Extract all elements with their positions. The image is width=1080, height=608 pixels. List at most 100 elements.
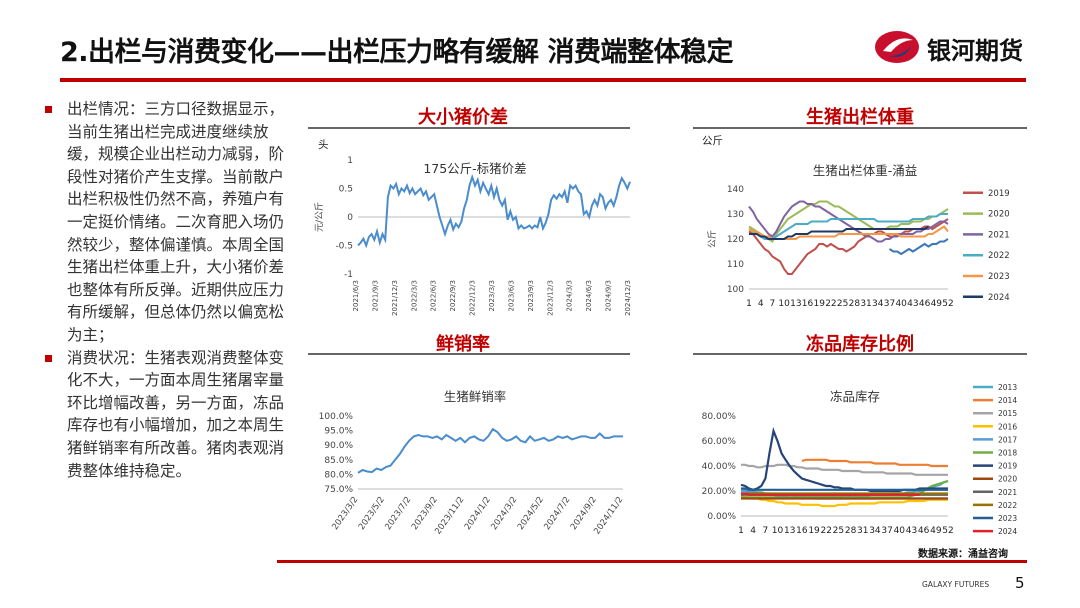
x-tick-label: 2021/9/3: [371, 280, 379, 311]
y-tick-label: 20.00%: [702, 487, 737, 497]
chart-subtitle: 生猪出栏体重-涌益: [812, 163, 918, 178]
bullet-consumption: 消费状况：生猪表观消费整体变化不大，一方面本周生猪屠宰量环比增幅改善，另一方面，…: [45, 347, 295, 483]
x-tick-label: 2022/12/3: [469, 280, 477, 316]
x-tick-label: 28: [849, 299, 861, 309]
series-line: [741, 487, 948, 491]
x-tick-label: 31: [860, 299, 871, 309]
price-gap-chart: 1 0.5 0 -0.5 -1 元/公斤 2021/6/3 2021/9/3 2021/12/3…: [314, 156, 632, 316]
y-tick-label: 0: [347, 213, 353, 223]
logo-text: 银河期货: [927, 37, 1023, 65]
bullet-square-icon: [45, 354, 52, 362]
x-tick-label: 19: [808, 526, 820, 536]
series-line: [749, 225, 930, 240]
x-tick-label: 40: [895, 299, 907, 309]
bullet-supply-text: 出栏情况：三方口径数据显示，当前生猪出栏完成进度继续放缓，规模企业出栏动力减弱，…: [67, 100, 285, 344]
panel-title-weight: 生猪出栏体重: [806, 107, 914, 128]
y-tick-label: 40.00%: [702, 462, 737, 472]
unit-label: 公斤: [702, 135, 723, 147]
panel-divider: [693, 353, 1027, 355]
x-tick-label: 2023/12/3: [546, 280, 554, 316]
y-axis-label: 公斤: [707, 230, 718, 248]
x-tick-label: 49: [931, 299, 943, 309]
series-line: [748, 200, 949, 243]
legend-label: 2019: [998, 462, 1017, 471]
y-tick-label: -1: [344, 270, 353, 280]
x-tick-label: 34: [869, 526, 881, 536]
x-tick-label: 13: [784, 526, 795, 536]
footer-brand: GALAXY FUTURES: [922, 580, 990, 589]
series-line: [748, 213, 948, 240]
legend-label: 2020: [998, 475, 1017, 484]
x-tick-label: 34: [872, 299, 884, 309]
y-tick-label: 100.0%: [319, 412, 354, 422]
legend-label: 2018: [988, 175, 1010, 178]
y-tick-label: 90.0%: [324, 441, 353, 451]
x-tick-label: 22: [825, 299, 836, 309]
data-source: 数据来源：涌益咨询: [918, 549, 1008, 560]
title-underline: [60, 78, 1026, 82]
bullet-square-icon: [45, 106, 52, 113]
galaxy-logo: [875, 31, 919, 63]
series-line: [888, 238, 949, 256]
series-line: [357, 427, 623, 474]
x-tick-label: 43: [906, 526, 917, 536]
legend-label: 2018: [998, 449, 1017, 458]
legend-label: 2016: [998, 422, 1017, 431]
panel-divider: [693, 127, 1027, 129]
y-tick-label: 75.0%: [324, 485, 353, 495]
logo-mark-icon: [875, 31, 919, 63]
weight-chart: 140 130 120 110 100 公斤 1 4 7 10 13 16 19 22 25 28 31 34 37…: [707, 175, 1010, 309]
x-tick-label: 16: [802, 299, 814, 309]
series-line: [741, 492, 920, 496]
x-tick-label: 4: [758, 299, 764, 309]
x-tick-label: 2024/9/3: [605, 280, 613, 311]
x-tick-label: 2023/6/3: [507, 280, 515, 311]
x-tick-label: 2024/12/3: [624, 280, 632, 316]
x-tick-label: 40: [894, 526, 906, 536]
x-tick-label: 52: [942, 526, 953, 536]
legend-label: 2022: [988, 251, 1010, 261]
footer-line: [277, 560, 1027, 563]
y-tick-label: 95.0%: [324, 427, 353, 437]
y-tick-label: 80.0%: [324, 470, 353, 480]
x-tick-label: 37: [884, 299, 895, 309]
y-tick-label: 85.0%: [324, 456, 353, 466]
bullet-list: 出栏情况：三方口径数据显示，当前生猪出栏完成进度继续放缓，规模企业出栏动力减弱，…: [45, 98, 295, 482]
y-tick-label: -0.5: [335, 242, 353, 252]
y-tick-label: 80.00%: [702, 412, 737, 422]
x-tick-label: 2022/3/3: [410, 280, 418, 311]
x-tick-label: 10: [778, 299, 790, 309]
y-tick-label: 0.00%: [707, 512, 736, 522]
page-number: 5: [1015, 574, 1025, 592]
x-tick-label: 13: [790, 299, 801, 309]
panel-title-price-gap: 大小猪价差: [418, 107, 508, 128]
panel-title-frozen: 冻品库存比例: [806, 334, 914, 355]
x-tick-label: 2024/3/3: [566, 280, 574, 311]
page-title: 2.出栏与消费变化——出栏压力略有缓解 消费端整体稳定: [60, 37, 733, 68]
legend-label: 2024: [998, 527, 1017, 536]
legend-label: 2023: [998, 514, 1017, 523]
legend-label: 2021: [988, 230, 1010, 240]
legend-label: 2014: [998, 396, 1017, 405]
legend-label: 2013: [998, 383, 1017, 392]
x-tick-label: 46: [919, 299, 931, 309]
x-tick-label: 37: [881, 526, 892, 536]
x-tick-label: 2021/6/3: [352, 280, 360, 311]
y-tick-label: 110: [727, 260, 744, 270]
series-line: [740, 494, 948, 508]
series-line: [748, 200, 949, 243]
legend-label: 2020: [988, 210, 1010, 220]
fresh-sales-chart: 100.0%95.0%90.0%85.0%80.0%75.0%2023/3/22…: [319, 412, 626, 536]
legend-label: 2024: [988, 293, 1010, 303]
x-tick-label: 1: [746, 299, 752, 309]
x-tick-label: 16: [796, 526, 808, 536]
x-tick-label: 2023/3/3: [488, 280, 496, 311]
chart-subtitle: 冻品库存: [829, 389, 880, 404]
series-line: [801, 458, 948, 468]
x-tick-label: 25: [833, 526, 844, 536]
x-tick-label: 1: [738, 526, 744, 536]
x-tick-label: 25: [837, 299, 848, 309]
legend-label: 2021: [998, 488, 1017, 497]
x-tick-label: 43: [907, 299, 918, 309]
y-tick-label: 60.00%: [702, 437, 737, 447]
